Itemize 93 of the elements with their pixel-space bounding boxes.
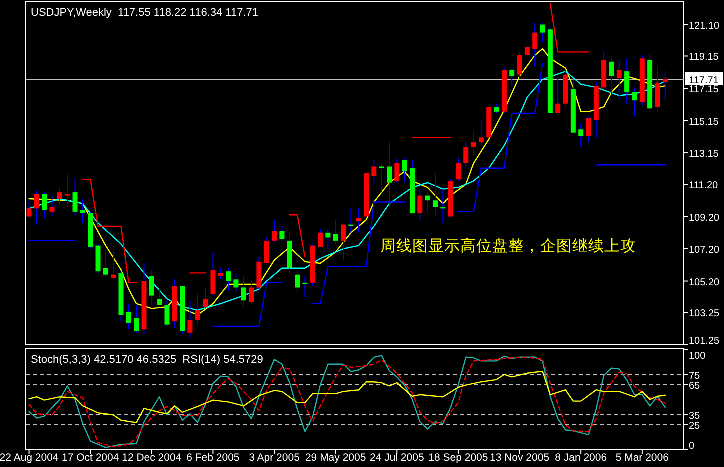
candlestick xyxy=(65,174,70,208)
candlestick xyxy=(50,195,55,218)
x-tick-label: 29 May 2005 xyxy=(305,452,366,464)
candlestick xyxy=(195,294,200,327)
candlestick xyxy=(386,142,392,208)
y-tick-label: 100 xyxy=(689,351,706,362)
candlestick xyxy=(134,304,140,334)
line-series xyxy=(28,370,666,424)
candlestick xyxy=(578,122,584,148)
candlestick xyxy=(418,188,423,220)
candlestick xyxy=(26,200,32,219)
candlestick xyxy=(464,142,469,169)
candlestick xyxy=(295,269,300,292)
y-tick-label: 65 xyxy=(689,381,701,392)
candlestick xyxy=(103,252,108,277)
candlestick xyxy=(586,116,592,144)
candlestick xyxy=(494,103,500,114)
y-tick-label: 117.15 xyxy=(689,84,720,96)
candlestick xyxy=(402,158,408,184)
y-tick-label: 101.25 xyxy=(689,336,720,347)
candlestick xyxy=(556,78,561,116)
candlestick xyxy=(57,187,62,206)
candlestick xyxy=(394,158,400,184)
candlestick xyxy=(425,190,430,214)
x-tick-label: 13 Nov 2005 xyxy=(490,452,550,464)
candlestick xyxy=(432,172,438,216)
candlestick xyxy=(241,276,246,308)
y-tick-label: 25 xyxy=(689,421,701,432)
candlestick xyxy=(126,303,132,330)
candlestick xyxy=(510,68,515,87)
candlestick xyxy=(157,287,162,308)
y-tick-label: 111.20 xyxy=(689,180,719,192)
candlestick xyxy=(302,276,308,298)
x-tick-label: 24 Jul 2005 xyxy=(370,452,424,464)
candlestick xyxy=(111,245,116,279)
y-tick-label: 0 xyxy=(689,441,695,452)
x-tick-label: 6 Feb 2005 xyxy=(186,452,240,464)
candlestick xyxy=(372,160,377,184)
y-tick-label: 109.20 xyxy=(689,212,720,224)
chart-title: Stoch(5,3,3) 42.5170 46.5325 RSI(14) 54.5729 xyxy=(31,354,264,366)
candlestick xyxy=(440,188,446,224)
candlestick xyxy=(72,178,78,216)
candlestick xyxy=(662,70,668,102)
candlestick xyxy=(149,269,154,306)
candlestick xyxy=(218,268,224,280)
x-tick-label: 22 Aug 2004 xyxy=(0,452,59,464)
candlestick xyxy=(609,54,614,95)
candlestick xyxy=(333,219,338,245)
y-tick-label: 113.15 xyxy=(689,149,720,160)
candlestick xyxy=(34,190,40,226)
candlestick xyxy=(348,208,354,234)
y-tick-label: 105.20 xyxy=(689,277,720,288)
candlestick xyxy=(80,198,86,224)
y-tick-label: 119.15 xyxy=(689,52,720,64)
candlestick xyxy=(341,222,346,261)
y-tick-label: 107.20 xyxy=(689,245,720,256)
candlestick xyxy=(272,219,278,244)
x-tick-label: 18 Sep 2005 xyxy=(428,452,488,464)
x-tick-label: 3 Apr 2005 xyxy=(249,452,300,464)
candlestick xyxy=(379,163,384,194)
candlestick xyxy=(326,229,331,250)
y-tick-label: 121.10 xyxy=(689,20,720,32)
y-tick-label: 115.15 xyxy=(689,116,720,128)
y-tick-label: 103.25 xyxy=(689,308,720,320)
y-tick-label: 35 xyxy=(689,411,701,422)
candlestick xyxy=(471,130,476,156)
ref-line-label: 117.71 xyxy=(689,75,720,86)
x-tick-label: 17 Oct 2004 xyxy=(62,452,120,464)
candlestick xyxy=(540,22,546,44)
candlestick xyxy=(616,60,622,102)
annotation: 周线图显示高位盘整，企图继续上攻 xyxy=(380,236,637,255)
y-tick-label: 75 xyxy=(689,371,701,382)
candlestick xyxy=(532,22,538,68)
candlestick xyxy=(42,192,48,219)
candlestick xyxy=(203,287,208,310)
x-tick-label: 12 Dec 2004 xyxy=(122,452,182,464)
candlestick xyxy=(164,300,170,327)
candlestick xyxy=(249,279,254,306)
candlestick xyxy=(632,87,638,118)
candlestick xyxy=(478,119,484,146)
candlestick xyxy=(188,300,193,338)
candlestick xyxy=(318,229,324,248)
candlestick xyxy=(280,226,285,242)
x-tick-label: 5 Mar 2006 xyxy=(616,452,670,464)
candlestick xyxy=(624,58,630,104)
candlestick xyxy=(234,272,239,294)
chart-title: USDJPY,Weekly 117.55 118.22 116.34 117.71 xyxy=(31,7,258,19)
candlestick xyxy=(517,52,522,79)
candlestick xyxy=(264,237,270,264)
candlestick xyxy=(226,268,232,292)
candlestick xyxy=(456,158,461,182)
candlestick xyxy=(356,208,362,234)
x-tick-label: 8 Jan 2006 xyxy=(555,452,608,464)
